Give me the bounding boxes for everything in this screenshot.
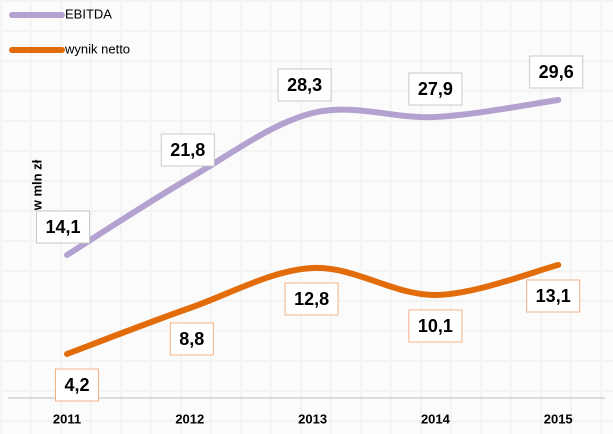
data-label-box <box>54 368 100 402</box>
x-tick-label: 2014 <box>421 411 451 426</box>
data-label: 21,8 <box>160 133 215 167</box>
data-label-box <box>277 68 332 102</box>
x-tick-label: 2015 <box>544 411 573 426</box>
data-label: 8,8 <box>169 322 214 356</box>
line <box>64 97 562 258</box>
legend-label: EBITDA <box>65 6 112 21</box>
legend-label: wynik netto <box>64 41 130 56</box>
line <box>64 262 562 357</box>
data-label: 28,3 <box>277 68 332 102</box>
x-tick-label: 2013 <box>298 411 327 426</box>
data-label: 29,6 <box>529 55 584 89</box>
data-label-box <box>408 72 463 106</box>
data-label-box <box>529 55 584 89</box>
y-axis-label: w mln zł <box>29 159 44 211</box>
data-label-text: 27,9 <box>418 79 453 99</box>
data-label: 14,1 <box>35 210 91 244</box>
data-label-text: 14,1 <box>45 217 80 237</box>
data-label-box <box>408 309 463 343</box>
x-tick-label: 2011 <box>53 411 81 426</box>
data-label-text: 4,2 <box>64 375 89 395</box>
data-label: 4,2 <box>54 368 100 402</box>
data-label-box <box>169 322 214 356</box>
data-label-text: 13,1 <box>536 286 571 306</box>
x-tick-label: 2012 <box>175 411 204 426</box>
data-label-text: 10,1 <box>418 316 453 336</box>
data-label-box <box>160 133 215 167</box>
data-label: 12,8 <box>284 282 339 316</box>
data-label-text: 28,3 <box>287 75 322 95</box>
data-label-text: 21,8 <box>170 140 205 160</box>
data-label: 27,9 <box>408 72 463 106</box>
data-label-text: 8,8 <box>179 329 204 349</box>
data-label: 13,1 <box>526 279 581 313</box>
data-label-text: 12,8 <box>294 289 329 309</box>
data-label-box <box>35 210 91 244</box>
data-label-box <box>526 279 581 313</box>
data-label-text: 29,6 <box>539 62 574 82</box>
data-label-box <box>284 282 339 316</box>
data-label: 10,1 <box>408 309 463 343</box>
